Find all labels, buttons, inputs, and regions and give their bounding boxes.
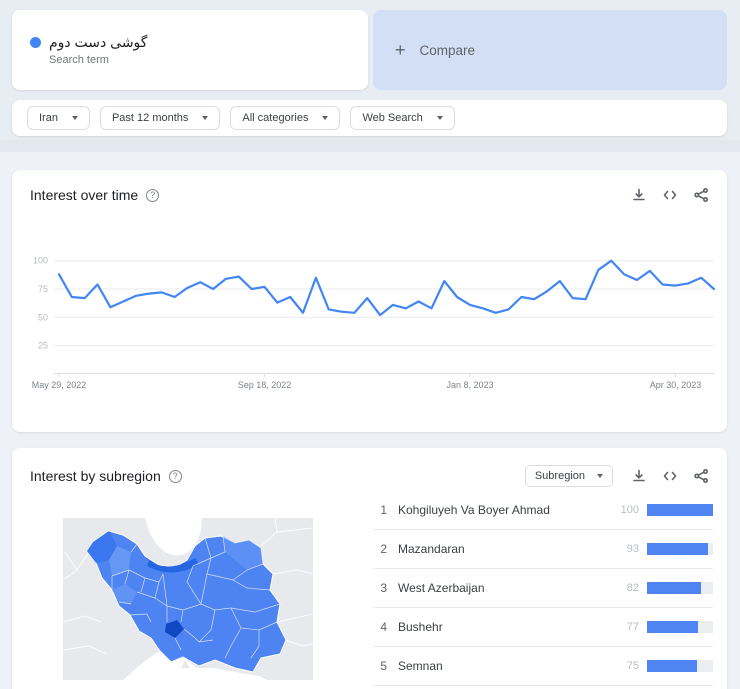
rank-number: 2 (380, 542, 387, 556)
chevron-down-icon (436, 116, 443, 120)
rank-number: 5 (380, 659, 387, 673)
subregion-value: 100 (620, 504, 639, 516)
subregion-row[interactable]: 4 Bushehr 77 (373, 608, 713, 647)
value-bar-track (647, 582, 713, 594)
value-bar-track (647, 621, 713, 633)
download-icon[interactable] (631, 187, 647, 203)
interest-over-time-chart[interactable]: 25 50 75 100 May 29, 2022 Sep 18, 2022 Jan 8, … (22, 234, 719, 404)
search-term-type-label: Search term (49, 54, 109, 66)
subregion-name: Bushehr (398, 620, 443, 634)
subregion-rank-list: 1 Kohgiluyeh Va Boyer Ahmad 100 2 Mazand… (373, 491, 713, 686)
svg-text:Jan 8, 2023: Jan 8, 2023 (446, 380, 493, 390)
plus-icon: + (395, 40, 406, 60)
compare-button[interactable]: + Compare (373, 10, 727, 90)
subregion-name: Kohgiluyeh Va Boyer Ahmad (398, 503, 550, 517)
svg-text:50: 50 (38, 312, 48, 322)
iran-map-panel (63, 518, 313, 680)
page-background-band (0, 140, 740, 152)
value-bar (647, 543, 709, 555)
interest-by-subregion-card: Interest by subregion ? Subregion (12, 448, 727, 689)
series-color-dot-icon (30, 37, 41, 48)
filter-time-dropdown[interactable]: Past 12 months (99, 106, 221, 130)
filter-category-label: All categories (242, 112, 309, 124)
share-icon[interactable] (693, 468, 709, 484)
subregion-row[interactable]: 3 West Azerbaijan 82 (373, 569, 713, 608)
subregion-dropdown-label: Subregion (534, 470, 585, 482)
interest-over-time-title: Interest over time (30, 187, 139, 203)
embed-code-icon[interactable] (662, 187, 678, 203)
filter-region-label: Iran (39, 112, 58, 124)
subregion-dropdown[interactable]: Subregion (524, 465, 613, 487)
filter-time-label: Past 12 months (111, 112, 189, 124)
subregion-value: 82 (626, 582, 639, 594)
rank-number: 3 (380, 581, 387, 595)
help-icon[interactable]: ? (168, 469, 182, 483)
svg-text:25: 25 (38, 341, 48, 351)
chevron-down-icon (71, 116, 78, 120)
filter-searchtype-label: Web Search (362, 112, 423, 124)
share-icon[interactable] (693, 187, 709, 203)
search-term-text: گوشی دست دوم (49, 34, 148, 50)
rank-number: 1 (380, 503, 387, 517)
subregion-value: 75 (626, 660, 639, 672)
svg-text:Apr 30, 2023: Apr 30, 2023 (650, 380, 702, 390)
rank-number: 4 (380, 620, 387, 634)
svg-text:75: 75 (38, 284, 48, 294)
subregion-row[interactable]: 2 Mazandaran 93 (373, 530, 713, 569)
interest-by-subregion-title: Interest by subregion (30, 468, 161, 484)
iran-map[interactable] (63, 518, 313, 680)
value-bar (647, 504, 713, 516)
chevron-down-icon (322, 116, 329, 120)
interest-over-time-card: Interest over time ? 25 50 75 100 May 29, 20… (12, 170, 727, 432)
value-bar (647, 621, 698, 633)
filter-category-dropdown[interactable]: All categories (230, 106, 341, 130)
filter-region-dropdown[interactable]: Iran (27, 106, 90, 130)
subregion-name: West Azerbaijan (398, 581, 485, 595)
value-bar (647, 582, 702, 594)
search-term-card[interactable]: گوشی دست دوم Search term (12, 10, 368, 90)
value-bar-track (647, 543, 713, 555)
help-icon[interactable]: ? (146, 188, 160, 202)
compare-label: Compare (419, 42, 476, 58)
subregion-row[interactable]: 5 Semnan 75 (373, 647, 713, 686)
subregion-value: 77 (626, 621, 639, 633)
svg-text:Sep 18, 2022: Sep 18, 2022 (238, 380, 292, 390)
subregion-name: Mazandaran (398, 542, 465, 556)
value-bar (647, 660, 697, 672)
embed-code-icon[interactable] (662, 468, 678, 484)
subregion-row[interactable]: 1 Kohgiluyeh Va Boyer Ahmad 100 (373, 491, 713, 530)
chevron-down-icon (597, 474, 603, 478)
svg-text:May 29, 2022: May 29, 2022 (32, 380, 87, 390)
download-icon[interactable] (631, 468, 647, 484)
filter-searchtype-dropdown[interactable]: Web Search (350, 106, 455, 130)
subregion-value: 93 (626, 543, 639, 555)
value-bar-track (647, 660, 713, 672)
subregion-name: Semnan (398, 659, 443, 673)
filter-bar: Iran Past 12 months All categories Web S… (12, 100, 727, 136)
value-bar-track (647, 504, 713, 516)
chevron-down-icon (202, 116, 209, 120)
svg-text:100: 100 (33, 256, 48, 266)
